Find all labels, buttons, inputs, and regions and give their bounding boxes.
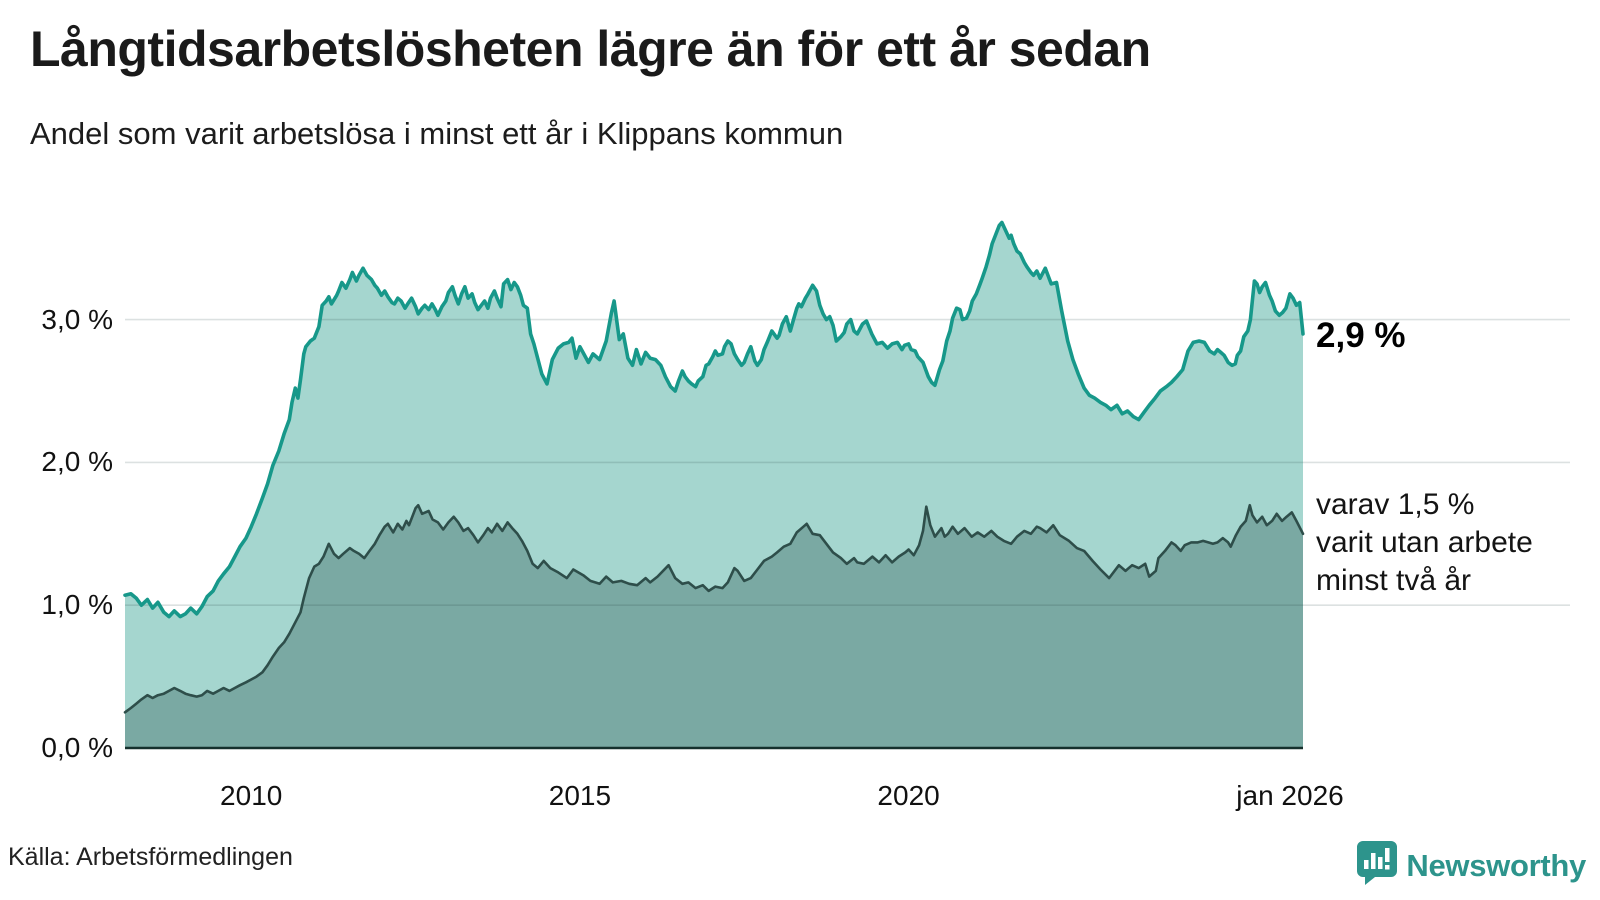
latest-value-label: 2,9 % <box>1316 316 1406 355</box>
two-year-annotation: varav 1,5 % varit utan arbete minst två … <box>1316 486 1533 600</box>
total-line <box>123 220 1305 619</box>
y-tick-label: 2,0 % <box>41 446 113 478</box>
x-tick-label: 2020 <box>877 780 940 811</box>
two-year-annotation-line2: varit utan arbete <box>1316 526 1533 559</box>
newsworthy-logo-text: Newsworthy <box>1406 847 1586 883</box>
two-year-area-fill <box>125 505 1303 748</box>
chart-subtitle: Andel som varit arbetslösa i minst ett å… <box>30 116 844 151</box>
y-tick-label: 1,0 % <box>41 589 113 621</box>
newsworthy-speech-bubble-icon <box>1356 840 1398 891</box>
newsworthy-logo: Newsworthy <box>1356 840 1586 891</box>
x-tick-label: 2015 <box>548 780 612 811</box>
y-tick-label: 3,0 % <box>41 303 113 335</box>
two-year-annotation-line3: minst två år <box>1316 564 1472 597</box>
two-year-line <box>123 503 1305 714</box>
y-tick-label: 0,0 % <box>41 732 113 763</box>
source-note: Källa: Arbetsförmedlingen <box>8 843 293 871</box>
two-year-annotation-line1: varav 1,5 % <box>1316 488 1475 521</box>
chart-title: Långtidsarbetslösheten lägre än för ett … <box>30 21 1151 77</box>
x-tick-label: 2010 <box>220 780 283 811</box>
x-tick-label: jan 2026 <box>1236 780 1344 811</box>
